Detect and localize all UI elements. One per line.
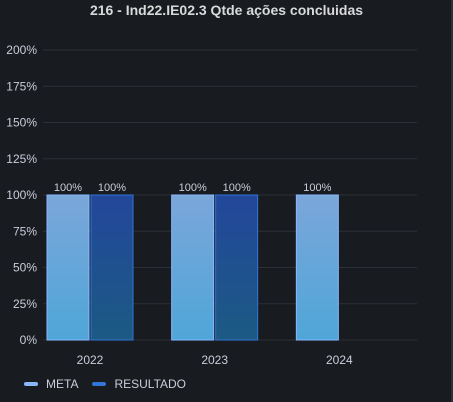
x-tick-label: 2023	[201, 353, 228, 367]
legend-item-resultado[interactable]: RESULTADO	[92, 377, 186, 391]
legend-item-meta[interactable]: META	[24, 377, 78, 391]
bar-meta-2023[interactable]	[171, 194, 215, 341]
data-label: 100%	[303, 182, 331, 194]
data-label: 100%	[98, 182, 126, 194]
panel-border	[451, 0, 453, 402]
bar-meta-2022[interactable]	[46, 194, 90, 341]
bar-meta-2024[interactable]	[295, 194, 339, 341]
chart-legend: META RESULTADO	[24, 376, 200, 392]
bar-resultado-2022[interactable]	[90, 194, 134, 341]
bar-resultado-2023[interactable]	[215, 194, 259, 341]
y-tick-label: 0%	[20, 333, 38, 347]
y-tick-label: 200%	[6, 43, 37, 57]
legend-label-meta: META	[46, 377, 79, 391]
y-tick-label: 25%	[13, 297, 37, 311]
x-tick-label: 2022	[77, 353, 104, 367]
legend-label-resultado: RESULTADO	[114, 377, 187, 391]
y-tick-label: 125%	[6, 152, 37, 166]
data-label: 100%	[54, 182, 82, 194]
x-tick-label: 2024	[326, 353, 353, 367]
y-tick-label: 75%	[13, 224, 37, 238]
y-tick-label: 50%	[13, 261, 37, 275]
y-tick-label: 100%	[6, 188, 37, 202]
y-tick-label: 150%	[6, 116, 37, 130]
y-tick-label: 175%	[6, 79, 37, 93]
panel-title: 216 - Ind22.IE02.3 Qtde ações concluidas	[89, 2, 364, 18]
legend-swatch-resultado	[92, 382, 107, 386]
legend-swatch-meta	[24, 382, 38, 386]
data-label: 100%	[179, 182, 207, 194]
data-label: 100%	[223, 182, 251, 194]
